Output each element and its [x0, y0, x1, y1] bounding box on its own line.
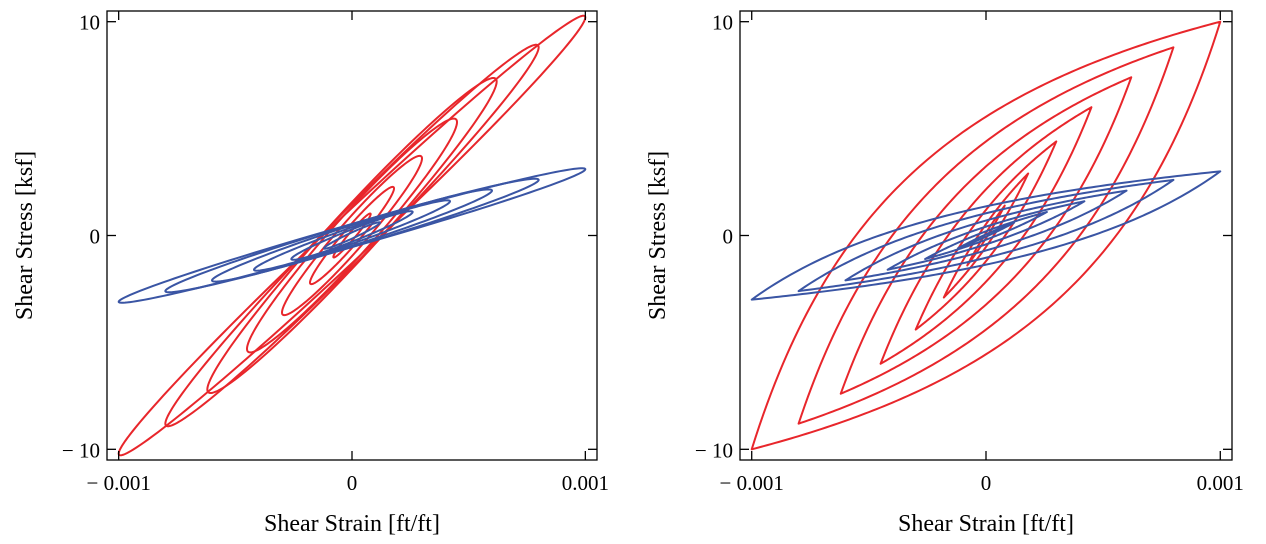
series-1-loop-2	[844, 189, 1128, 282]
series-0-loop-0	[750, 20, 1222, 451]
series-1-loop-3	[886, 200, 1086, 271]
x-tick-label: 0.001	[1197, 471, 1244, 495]
plot-frame	[739, 10, 1233, 461]
x-axis-label: Shear Strain [ft/ft]	[264, 511, 440, 537]
series-0-loop-5	[309, 185, 395, 286]
series-1-loop-5	[323, 221, 381, 250]
y-tick-label: 10	[712, 11, 733, 35]
y-tick-label: 0	[90, 225, 101, 249]
y-axis-label: Shear Stress [ksf]	[645, 151, 671, 320]
chart-right: − 0.001 0 0.001 − 10 0 10 Shear Strain [ft/ft]…	[645, 10, 1244, 537]
series-1-loop-1	[164, 177, 540, 294]
series-0-loop-3	[246, 117, 458, 354]
series-1-loop-4	[924, 210, 1048, 261]
series-0-loop-4	[281, 154, 423, 317]
y-tick-label: − 10	[62, 438, 100, 462]
x-tick-label: − 0.001	[720, 471, 784, 495]
series-1-loop-1	[797, 178, 1175, 293]
x-tick-label: − 0.001	[86, 471, 150, 495]
y-tick-label: 10	[79, 11, 100, 35]
series-1-loop-0	[750, 170, 1222, 301]
series-0-loop-0	[117, 14, 587, 457]
x-axis-label: Shear Strain [ft/ft]	[898, 511, 1074, 537]
series-0-loop-5	[942, 172, 1030, 299]
series-1-loop-4	[290, 210, 414, 261]
series-1-loop-2	[211, 188, 493, 283]
x-tick-label: 0	[981, 471, 992, 495]
chart-left: − 0.001 0 0.001 − 10 0 10 Shear Strain [ft/ft]…	[12, 10, 609, 537]
series-0-loop-1	[164, 43, 540, 428]
series-0-loop-1	[797, 46, 1175, 425]
y-axis-label: Shear Stress [ksf]	[12, 151, 38, 320]
y-tick-label: 0	[723, 225, 734, 249]
series-0-loop-2	[839, 76, 1133, 395]
series-1-loop-0	[117, 167, 587, 304]
series-1-loop-5	[956, 221, 1016, 250]
x-tick-label: 0.001	[562, 471, 609, 495]
y-tick-label: − 10	[695, 438, 733, 462]
series-0-loop-2	[206, 77, 498, 394]
series-1-loop-3	[253, 199, 451, 272]
x-tick-label: 0	[347, 471, 358, 495]
plot-frame	[106, 10, 598, 461]
